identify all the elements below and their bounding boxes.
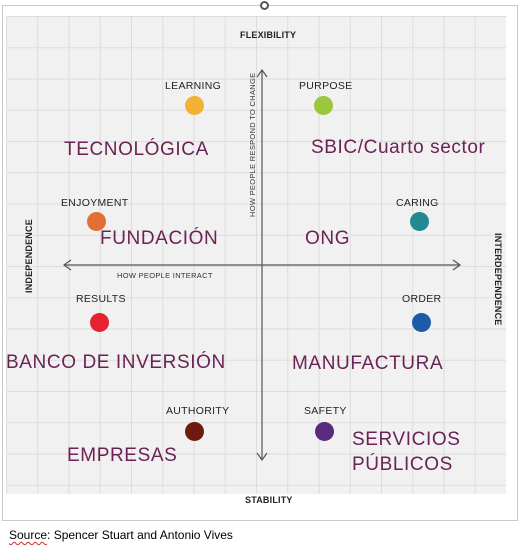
value-label-purpose: PURPOSE [299,80,353,92]
rotate-handle[interactable] [260,1,269,10]
value-label-results: RESULTS [76,293,126,305]
horizontal-axis-arrow-right [452,259,462,271]
vertical-axis-caption: HOW PEOPLE RESPOND TO CHANGE [248,72,257,217]
source-text: : Spencer Stuart and Antonio Vives [47,528,233,542]
vertical-axis-arrow-top [256,68,268,78]
sector-empresas: EMPRESAS [67,445,178,466]
vertical-axis-arrow-bottom [256,452,268,462]
results-dot [90,313,109,332]
sector-fundacion: FUNDACIÓN [100,228,219,249]
sector-manufactura: MANUFACTURA [292,353,444,374]
sector-banco: BANCO DE INVERSIÓN [6,352,226,373]
axis-label-right: INTERDEPENDENCE [493,233,503,326]
source-label: Source [9,528,48,542]
grid-background [6,16,506,494]
axis-label-top: FLEXIBILITY [240,30,297,40]
authority-dot [185,422,204,441]
horizontal-axis-caption: HOW PEOPLE INTERACT [117,271,213,280]
value-label-caring: CARING [396,197,439,209]
sector-servicios-line2: PÚBLICOS [352,454,453,475]
caring-dot [410,212,429,231]
sector-servicios-line1: SERVICIOS [352,429,461,450]
sector-sbic: SBIC/Cuarto sector [311,137,486,158]
value-label-enjoyment: ENJOYMENT [61,197,129,209]
enjoyment-dot [87,212,106,231]
value-label-authority: AUTHORITY [166,405,230,417]
purpose-dot [314,96,333,115]
value-label-order: ORDER [402,293,442,305]
source-caption: Source: Spencer Stuart and Antonio Vives [9,528,233,542]
value-label-learning: LEARNING [165,80,222,92]
axis-label-left: INDEPENDENCE [24,219,34,293]
safety-dot [315,422,334,441]
sector-tecnologica: TECNOLÓGICA [64,139,209,160]
order-dot [412,313,431,332]
horizontal-axis-arrow-left [62,259,72,271]
learning-dot [185,96,204,115]
value-label-safety: SAFETY [304,405,347,417]
axis-label-bottom: STABILITY [245,495,293,505]
sector-ong: ONG [305,228,351,249]
